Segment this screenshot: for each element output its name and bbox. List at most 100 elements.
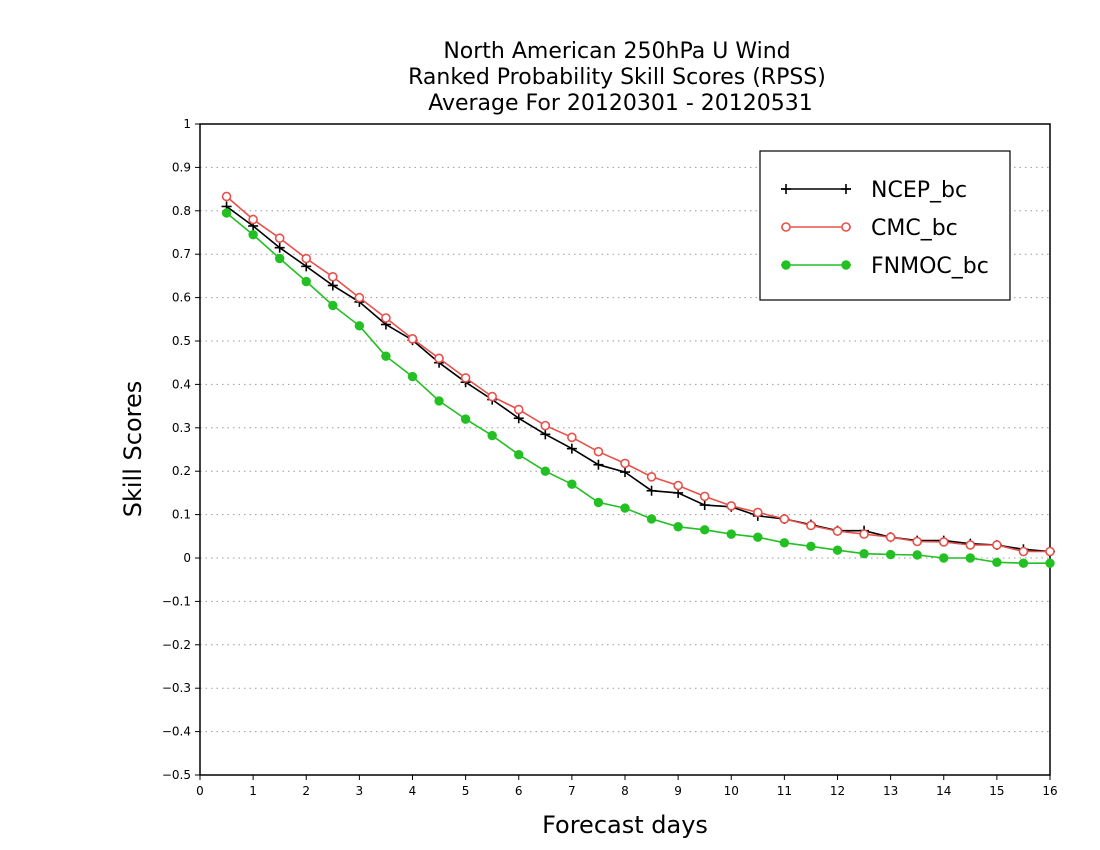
x-tick-label: 3 [356, 784, 364, 798]
data-point [646, 514, 657, 524]
data-point [1018, 558, 1029, 568]
x-tick-label: 4 [409, 784, 417, 798]
y-tick-label: −0.3 [162, 681, 191, 695]
data-point [620, 503, 630, 513]
x-tick-label: 0 [196, 784, 204, 798]
data-point [274, 233, 285, 243]
data-series [221, 191, 1055, 568]
data-point [407, 334, 418, 344]
data-point [248, 214, 258, 225]
data-point [301, 253, 312, 264]
y-tick-label: 0.2 [172, 464, 191, 478]
y-tick-label: 0.3 [172, 421, 191, 435]
data-point [699, 500, 710, 511]
legend-marker [841, 222, 851, 232]
x-tick-label: 16 [1042, 784, 1057, 798]
data-point [487, 391, 497, 402]
legend-marker [841, 184, 851, 194]
data-point [460, 373, 471, 383]
y-tick-label: 0.1 [172, 508, 191, 522]
x-tick-label: 8 [621, 784, 629, 798]
data-point [646, 472, 657, 482]
legend-entry: FNMOC_bc [781, 254, 989, 279]
data-point [514, 450, 524, 460]
data-point [487, 430, 497, 441]
data-point [460, 414, 471, 424]
title-line-3: Average For 20120301 - 20120531 [421, 91, 813, 116]
data-point [274, 242, 285, 253]
data-point [912, 550, 922, 560]
x-tick-label: 6 [515, 784, 523, 798]
data-point [1018, 546, 1029, 557]
y-tick-label: 0.5 [172, 334, 191, 348]
data-point [938, 537, 949, 547]
legend-label: NCEP_bc [871, 178, 967, 203]
x-tick-label: 14 [936, 784, 951, 798]
data-point [593, 497, 604, 508]
data-point [859, 529, 869, 539]
legend-marker [781, 222, 791, 232]
x-tick-label: 2 [302, 784, 310, 798]
legend-entry: CMC_bc [781, 216, 958, 241]
data-point [1045, 546, 1055, 557]
data-point [779, 538, 790, 548]
y-tick-label: −0.4 [162, 725, 191, 739]
data-point [274, 253, 285, 264]
y-tick-label: 0.9 [172, 160, 191, 174]
data-point [434, 396, 444, 406]
data-point [381, 351, 391, 361]
legend: NCEP_bc CMC_bc FNMOC_bc [759, 150, 1011, 301]
data-point [726, 501, 737, 511]
data-point [434, 353, 444, 364]
data-point [540, 466, 551, 476]
data-point [1045, 558, 1055, 568]
data-point [620, 458, 630, 469]
y-tick-label: 0.7 [172, 247, 191, 261]
x-tick-label: 12 [830, 784, 845, 798]
legend-label: FNMOC_bc [871, 254, 989, 279]
data-point [832, 526, 843, 536]
data-point [567, 432, 577, 443]
data-point [939, 553, 949, 563]
data-point [806, 520, 816, 531]
data-point [726, 529, 736, 539]
y-tick-label: 1 [183, 117, 191, 131]
data-point [753, 507, 763, 518]
y-tick-label: 0 [183, 551, 191, 565]
y-tick-label: −0.1 [162, 594, 191, 608]
x-tick-label: 9 [674, 784, 682, 798]
data-point [885, 549, 896, 560]
x-tick-label: 15 [989, 784, 1004, 798]
x-tick-label: 11 [777, 784, 792, 798]
data-point [381, 313, 391, 323]
data-point [912, 536, 922, 547]
data-point [992, 557, 1002, 568]
x-tick-label: 7 [568, 784, 576, 798]
data-point [567, 479, 577, 489]
legend-box [759, 150, 1011, 301]
series-FNMOC_bc [221, 208, 1055, 568]
data-point [328, 300, 338, 311]
data-point [646, 485, 657, 496]
series-CMC_bc [221, 191, 1055, 557]
data-point [328, 271, 338, 282]
title-line-1: North American 250hPa U Wind [443, 39, 790, 64]
x-tick-label: 10 [724, 784, 739, 798]
data-point [513, 413, 524, 424]
y-tick-label: 0.8 [172, 204, 191, 218]
x-tick-label: 5 [462, 784, 470, 798]
y-axis-title: Skill Scores [119, 381, 147, 518]
data-point [992, 540, 1002, 550]
x-axis-title: Forecast days [542, 811, 708, 839]
data-point [620, 467, 630, 478]
data-point [885, 532, 896, 542]
data-point [593, 446, 604, 457]
data-point [699, 525, 710, 535]
chart-title: North American 250hPa U Wind Ranked Prob… [408, 39, 826, 116]
data-point [327, 280, 338, 291]
data-point [301, 276, 311, 287]
data-point [513, 404, 524, 415]
y-tick-label: −0.2 [162, 638, 191, 652]
y-tick-label: 0.6 [172, 291, 191, 305]
legend-marker [781, 184, 791, 194]
